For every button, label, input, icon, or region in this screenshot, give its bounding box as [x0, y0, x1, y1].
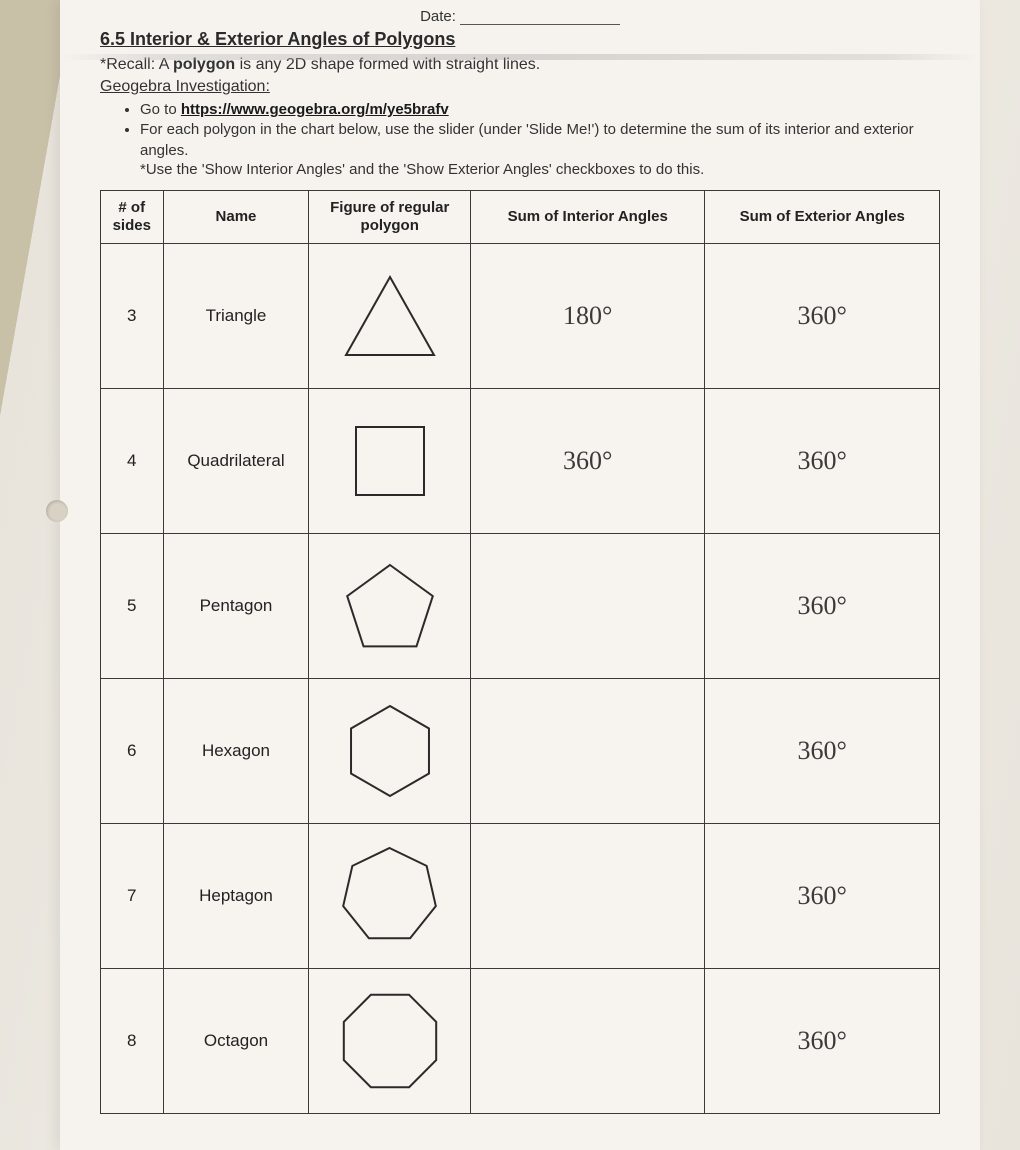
handwritten-interior: 360°: [563, 446, 612, 475]
cell-name: Octagon: [163, 968, 309, 1113]
cell-sides: 5: [101, 533, 164, 678]
handwritten-exterior: 360°: [798, 1026, 847, 1055]
cell-exterior: 360°: [705, 823, 940, 968]
cell-exterior: 360°: [705, 678, 940, 823]
cell-exterior: 360°: [705, 243, 940, 388]
cell-sides: 3: [101, 243, 164, 388]
col-header-interior: Sum of Interior Angles: [470, 190, 705, 243]
table-row: 8Octagon 360°: [101, 968, 940, 1113]
cell-interior: [470, 533, 705, 678]
date-blank-line: [460, 24, 620, 25]
cell-exterior: 360°: [705, 388, 940, 533]
cell-figure: [309, 533, 471, 678]
handwritten-exterior: 360°: [798, 591, 847, 620]
cell-sides: 8: [101, 968, 164, 1113]
investigation-heading: Geogebra Investigation:: [100, 78, 940, 96]
handwritten-exterior: 360°: [798, 881, 847, 910]
cell-name: Heptagon: [163, 823, 309, 968]
handwritten-exterior: 360°: [798, 301, 847, 330]
table-row: 6Hexagon 360°: [101, 678, 940, 823]
table-row: 4Quadrilateral 360° 360°: [101, 388, 940, 533]
cell-exterior: 360°: [705, 533, 940, 678]
paper-tear-line: [60, 54, 980, 60]
geogebra-link[interactable]: https://www.geogebra.org/m/ye5brafv: [181, 101, 449, 118]
handwritten-exterior: 360°: [798, 736, 847, 765]
worksheet-paper: Date: 6.5 Interior & Exterior Angles of …: [60, 0, 980, 1150]
cell-name: Pentagon: [163, 533, 309, 678]
instruction-item-1: Go to https://www.geogebra.org/m/ye5braf…: [140, 100, 940, 120]
bullet1-prefix: Go to: [140, 101, 181, 118]
table-row: 5Pentagon 360°: [101, 533, 940, 678]
square-icon: [350, 421, 430, 501]
date-label: Date:: [420, 8, 456, 25]
col-header-figure: Figure of regular polygon: [309, 190, 471, 243]
cell-interior: 180°: [470, 243, 705, 388]
pentagon-icon: [335, 551, 445, 661]
polygon-table: # of sides Name Figure of regular polygo…: [100, 190, 940, 1114]
instruction-item-2: For each polygon in the chart below, use…: [140, 120, 940, 161]
cell-name: Hexagon: [163, 678, 309, 823]
cell-interior: [470, 823, 705, 968]
octagon-icon: [330, 981, 450, 1101]
cell-figure: [309, 243, 471, 388]
handwritten-exterior: 360°: [798, 446, 847, 475]
date-row: Date:: [100, 8, 940, 25]
cell-interior: [470, 678, 705, 823]
cell-figure: [309, 968, 471, 1113]
instruction-list: Go to https://www.geogebra.org/m/ye5braf…: [140, 100, 940, 161]
col-header-name: Name: [163, 190, 309, 243]
cell-sides: 6: [101, 678, 164, 823]
cell-figure: [309, 678, 471, 823]
cell-figure: [309, 823, 471, 968]
table-body: 3Triangle180°360°4Quadrilateral360°360°5…: [101, 243, 940, 1113]
table-header-row: # of sides Name Figure of regular polygo…: [101, 190, 940, 243]
table-row: 7Heptagon 360°: [101, 823, 940, 968]
heptagon-icon: [332, 838, 447, 953]
cell-name: Quadrilateral: [163, 388, 309, 533]
triangle-icon: [340, 271, 440, 361]
table-row: 3Triangle 180° 360°: [101, 243, 940, 388]
instruction-note: *Use the 'Show Interior Angles' and the …: [140, 161, 940, 178]
cell-interior: 360°: [470, 388, 705, 533]
hexagon-icon: [335, 696, 445, 806]
handwritten-interior: 180°: [563, 301, 612, 330]
cell-sides: 4: [101, 388, 164, 533]
cell-sides: 7: [101, 823, 164, 968]
cell-figure: [309, 388, 471, 533]
cell-name: Triangle: [163, 243, 309, 388]
section-title: 6.5 Interior & Exterior Angles of Polygo…: [100, 29, 940, 50]
col-header-sides: # of sides: [101, 190, 164, 243]
cell-exterior: 360°: [705, 968, 940, 1113]
binder-hole: [46, 500, 68, 522]
col-header-exterior: Sum of Exterior Angles: [705, 190, 940, 243]
cell-interior: [470, 968, 705, 1113]
